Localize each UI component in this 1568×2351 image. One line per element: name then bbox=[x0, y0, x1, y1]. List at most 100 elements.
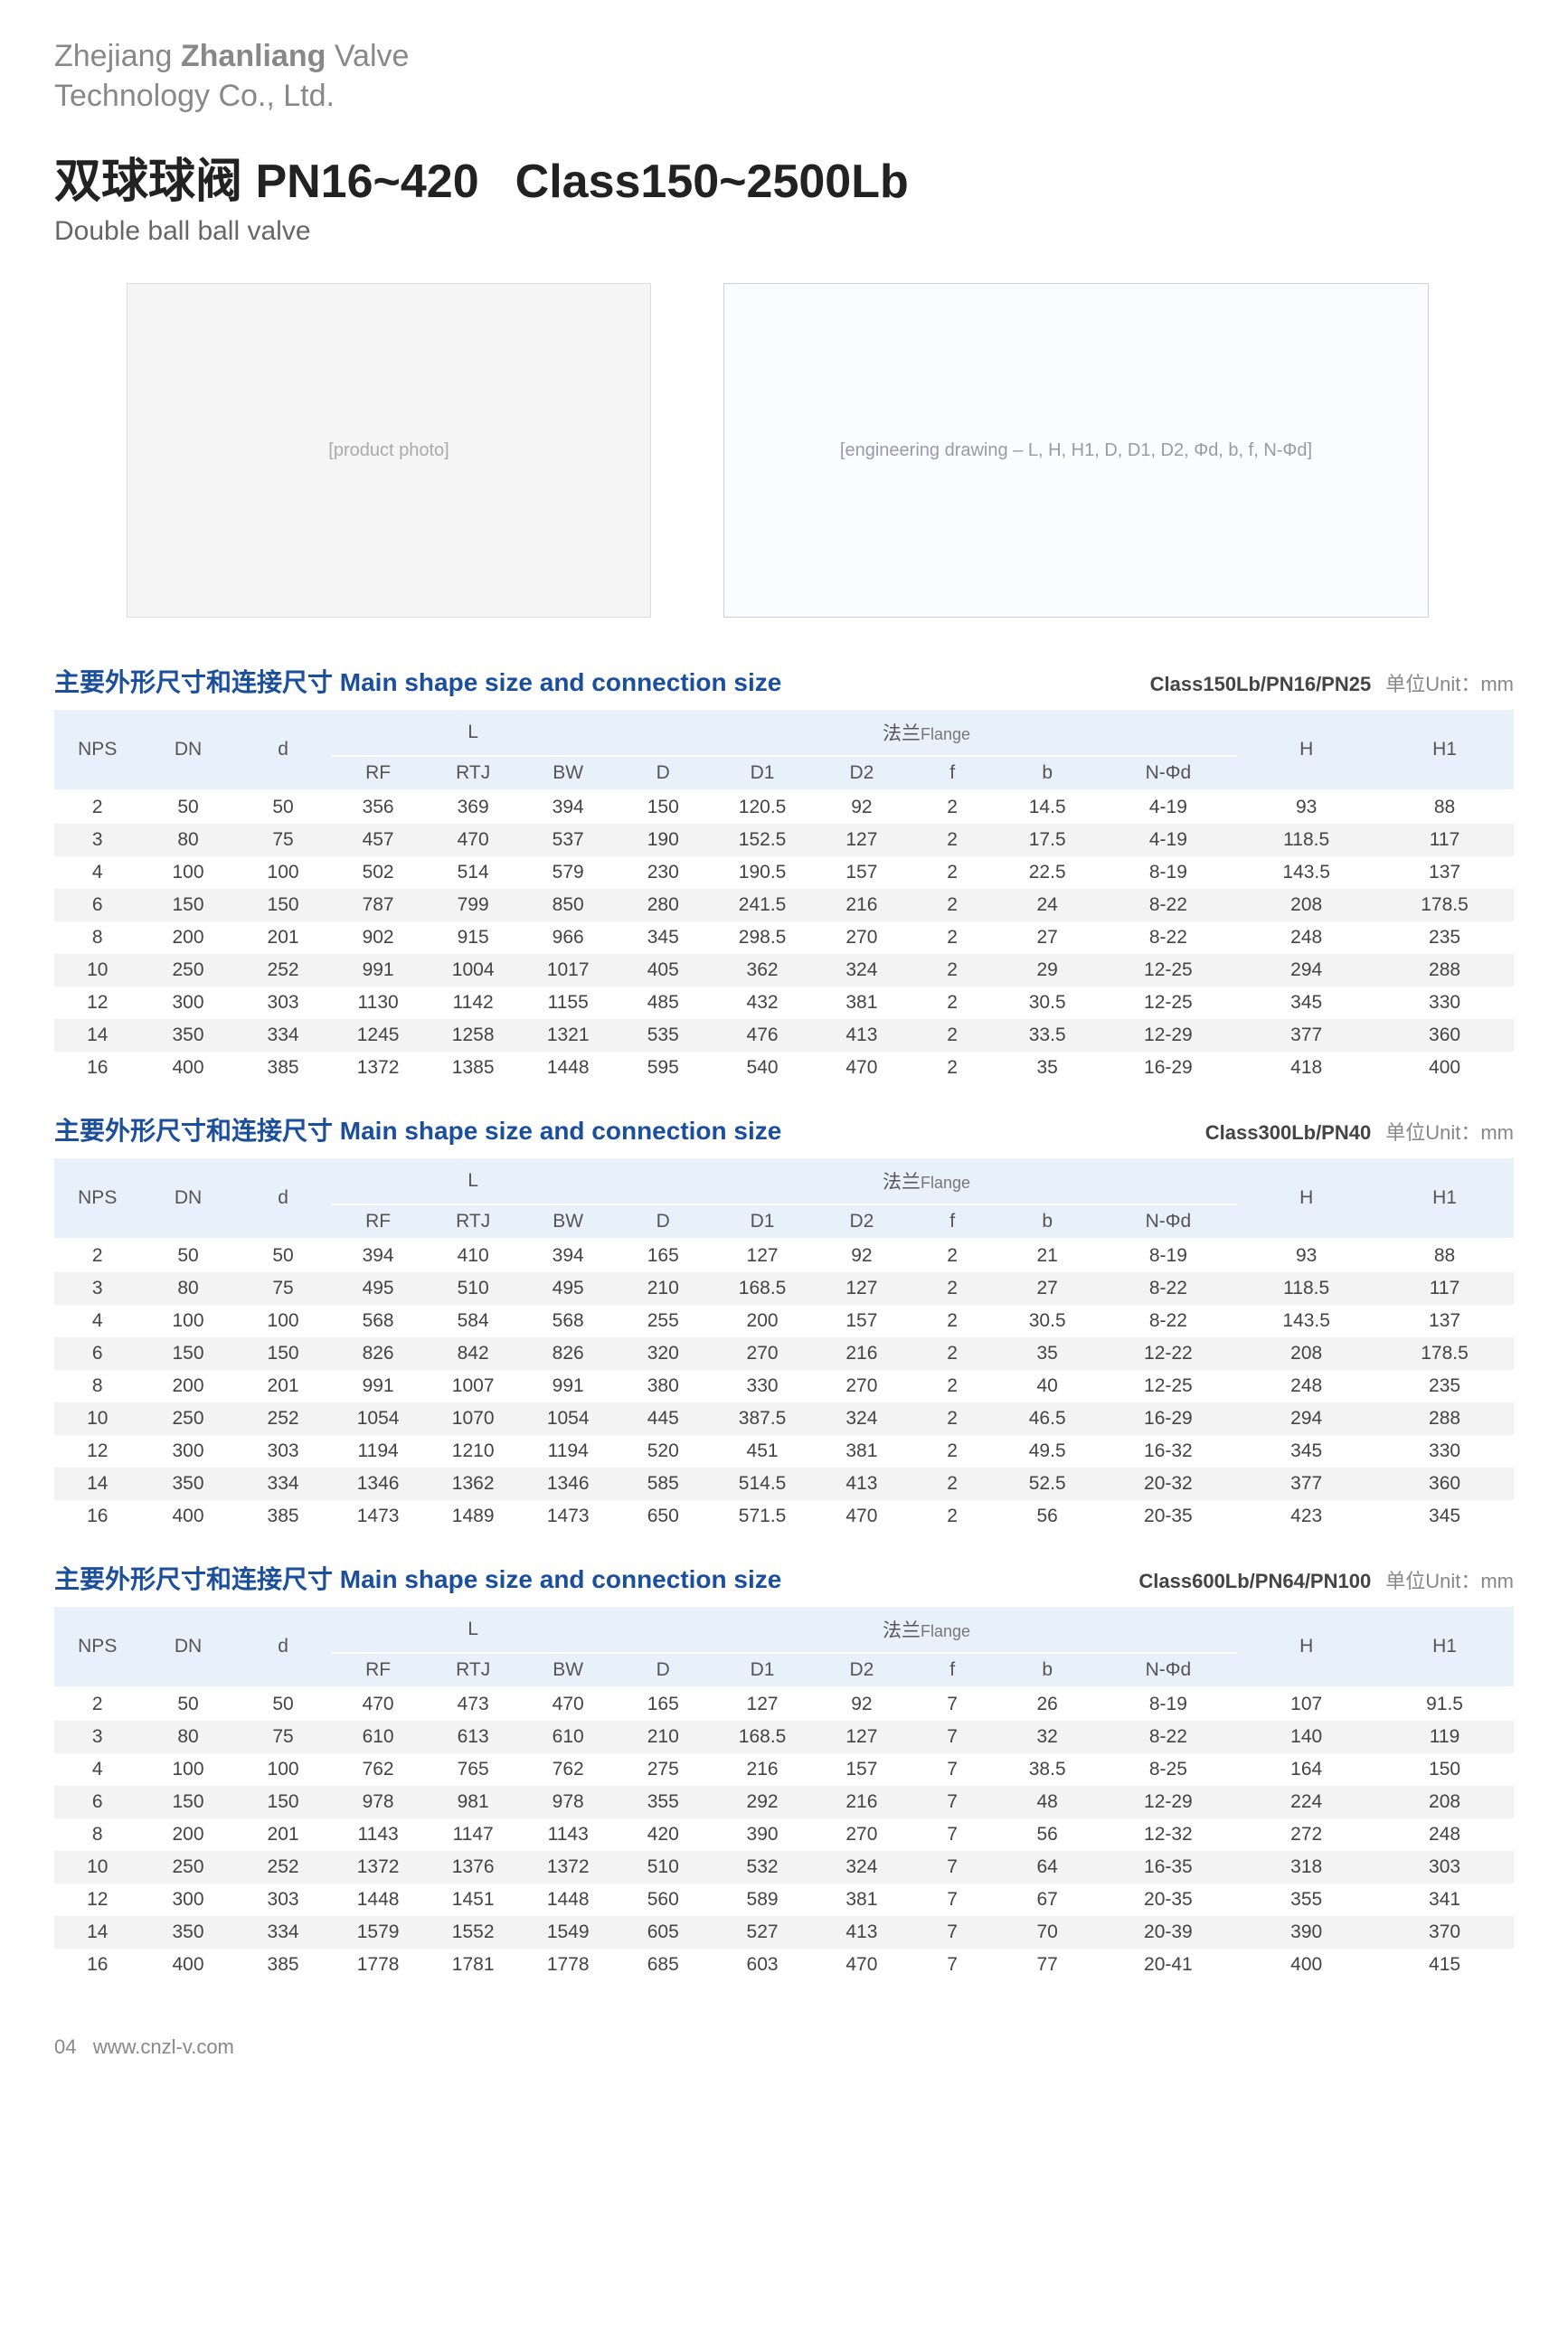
table-cell: 385 bbox=[236, 1949, 331, 1981]
table-cell: 540 bbox=[711, 1052, 815, 1084]
table-cell: 93 bbox=[1237, 1239, 1375, 1272]
table-cell: 200 bbox=[711, 1305, 815, 1337]
table-cell: 510 bbox=[616, 1851, 711, 1884]
table-cell: 270 bbox=[814, 1370, 909, 1402]
table-cell: 413 bbox=[814, 1916, 909, 1949]
table-cell: 2 bbox=[909, 987, 995, 1019]
company-line2: Technology Co., Ltd. bbox=[54, 76, 1514, 116]
th-dn: DN bbox=[140, 1158, 235, 1239]
table-cell: 1362 bbox=[426, 1468, 521, 1500]
table-cell: 300 bbox=[140, 1435, 235, 1468]
table-cell: 75 bbox=[236, 1272, 331, 1305]
table-cell: 119 bbox=[1375, 1721, 1514, 1753]
table-cell: 50 bbox=[236, 1239, 331, 1272]
table-cell: 16-35 bbox=[1099, 1851, 1237, 1884]
table-cell: 355 bbox=[1237, 1884, 1375, 1916]
table-cell: 16 bbox=[54, 1949, 140, 1981]
table-cell: 826 bbox=[521, 1337, 616, 1370]
table-cell: 381 bbox=[814, 1435, 909, 1468]
table-cell: 762 bbox=[521, 1753, 616, 1786]
table-cell: 514.5 bbox=[711, 1468, 815, 1500]
th-dn: DN bbox=[140, 1607, 235, 1687]
table-cell: 978 bbox=[521, 1786, 616, 1818]
th-f: f bbox=[909, 1204, 995, 1239]
table-cell: 35 bbox=[996, 1052, 1100, 1084]
company-bold: Zhanliang bbox=[181, 39, 326, 73]
table-cell: 1143 bbox=[331, 1818, 426, 1851]
table-cell: 991 bbox=[521, 1370, 616, 1402]
engineering-diagram: [engineering drawing – L, H, H1, D, D1, … bbox=[723, 283, 1429, 618]
table-cell: 22.5 bbox=[996, 856, 1100, 889]
th-nphi: N-Φd bbox=[1099, 756, 1237, 790]
table-cell: 210 bbox=[616, 1272, 711, 1305]
table-cell: 6 bbox=[54, 1786, 140, 1818]
table-cell: 1346 bbox=[331, 1468, 426, 1500]
th-f: f bbox=[909, 1653, 995, 1687]
table-cell: 16-29 bbox=[1099, 1052, 1237, 1084]
table-cell: 8-22 bbox=[1099, 1305, 1237, 1337]
dimension-table: NPSDNdL法兰FlangeHH1RFRTJBWDD1D2fbN-Φd2505… bbox=[54, 1607, 1514, 1981]
table-cell: 216 bbox=[814, 889, 909, 921]
table-cell: 413 bbox=[814, 1468, 909, 1500]
table-cell: 2 bbox=[909, 790, 995, 824]
table-cell: 387.5 bbox=[711, 1402, 815, 1435]
table-cell: 165 bbox=[616, 1687, 711, 1721]
table-cell: 32 bbox=[996, 1721, 1100, 1753]
table-cell: 12-32 bbox=[1099, 1818, 1237, 1851]
table-cell: 2 bbox=[909, 1500, 995, 1533]
table-cell: 8-25 bbox=[1099, 1753, 1237, 1786]
table-cell: 168.5 bbox=[711, 1721, 815, 1753]
th-bw: BW bbox=[521, 1653, 616, 1687]
table-row: 615015082684282632027021623512-22208178.… bbox=[54, 1337, 1514, 1370]
table-cell: 1778 bbox=[521, 1949, 616, 1981]
table-cell: 345 bbox=[1375, 1500, 1514, 1533]
th-f: f bbox=[909, 756, 995, 790]
table-cell: 208 bbox=[1375, 1786, 1514, 1818]
table-cell: 12-29 bbox=[1099, 1786, 1237, 1818]
table-cell: 8-19 bbox=[1099, 856, 1237, 889]
table-cell: 80 bbox=[140, 1721, 235, 1753]
th-bw: BW bbox=[521, 756, 616, 790]
table-cell: 235 bbox=[1375, 1370, 1514, 1402]
table-cell: 150 bbox=[1375, 1753, 1514, 1786]
table-cell: 390 bbox=[1237, 1916, 1375, 1949]
table-cell: 584 bbox=[426, 1305, 521, 1337]
table-cell: 100 bbox=[140, 1305, 235, 1337]
table-cell: 413 bbox=[814, 1019, 909, 1052]
table-cell: 902 bbox=[331, 921, 426, 954]
th-bw: BW bbox=[521, 1204, 616, 1239]
table-cell: 595 bbox=[616, 1052, 711, 1084]
table-cell: 150 bbox=[236, 1337, 331, 1370]
th-L: L bbox=[331, 1158, 616, 1204]
table-cell: 14 bbox=[54, 1019, 140, 1052]
table-cell: 8-22 bbox=[1099, 921, 1237, 954]
table-cell: 2 bbox=[909, 1370, 995, 1402]
unit-label: 单位Unit：mm bbox=[1385, 1121, 1514, 1144]
table-cell: 20-41 bbox=[1099, 1949, 1237, 1981]
table-cell: 1549 bbox=[521, 1916, 616, 1949]
table-cell: 476 bbox=[711, 1019, 815, 1052]
th-H: H bbox=[1237, 1607, 1375, 1687]
title-range: Class150~2500Lb bbox=[515, 155, 909, 209]
class-label: Class600Lb/PN64/PN100 bbox=[1138, 1570, 1371, 1592]
table-cell: 303 bbox=[236, 987, 331, 1019]
table-cell: 603 bbox=[711, 1949, 815, 1981]
table-cell: 2 bbox=[909, 1019, 995, 1052]
table-cell: 190.5 bbox=[711, 856, 815, 889]
table-cell: 418 bbox=[1237, 1052, 1375, 1084]
table-cell: 4 bbox=[54, 856, 140, 889]
table-cell: 485 bbox=[616, 987, 711, 1019]
table-cell: 270 bbox=[814, 921, 909, 954]
footer-url: www.cnzl-v.com bbox=[93, 2035, 234, 2058]
table-cell: 248 bbox=[1237, 921, 1375, 954]
table-cell: 298.5 bbox=[711, 921, 815, 954]
table-row: 8200201902915966345298.52702278-22248235 bbox=[54, 921, 1514, 954]
table-cell: 1017 bbox=[521, 954, 616, 987]
table-cell: 1473 bbox=[521, 1500, 616, 1533]
table-cell: 92 bbox=[814, 1687, 909, 1721]
table-cell: 16-32 bbox=[1099, 1435, 1237, 1468]
table-cell: 67 bbox=[996, 1884, 1100, 1916]
table-cell: 294 bbox=[1237, 954, 1375, 987]
unit-label: 单位Unit：mm bbox=[1385, 673, 1514, 695]
table-row: 38075457470537190152.5127217.54-19118.51… bbox=[54, 824, 1514, 856]
